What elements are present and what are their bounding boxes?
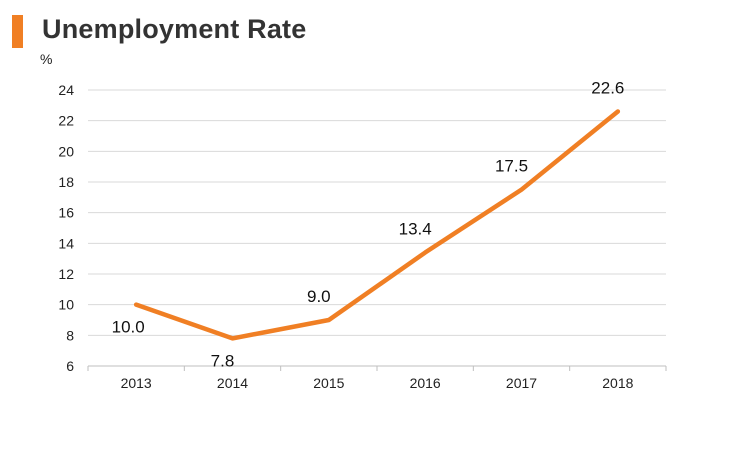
data-label: 7.8 [211,351,235,370]
y-tick-label: 12 [58,266,74,282]
data-label: 9.0 [307,287,331,306]
data-label: 22.6 [591,78,624,97]
y-tick-labels: 6 8 10 12 14 16 18 20 22 24 [58,82,74,374]
y-tick-label: 16 [58,205,74,221]
x-tick-label: 2016 [410,375,441,391]
title-accent-bar [12,15,23,48]
x-tick-labels: 2013 2014 2015 2016 2017 2018 [87,366,667,391]
data-label: 17.5 [495,157,528,176]
y-axis-unit: % [40,51,53,67]
data-labels: 10.0 7.8 9.0 13.4 17.5 22.6 [112,78,625,370]
y-tick-label: 18 [58,174,74,190]
y-tick-label: 20 [58,143,74,159]
chart-title: Unemployment Rate [42,14,307,44]
y-tick-label: 14 [58,235,74,251]
y-tick-label: 24 [58,82,74,98]
x-tick-label: 2015 [313,375,344,391]
x-tick-label: 2018 [602,375,633,391]
x-tick-label: 2014 [217,375,248,391]
y-tick-label: 10 [58,297,74,313]
x-tick-label: 2017 [506,375,537,391]
series-group [133,109,621,341]
data-label: 13.4 [399,220,432,239]
y-tick-label: 22 [58,113,74,129]
grid-lines [88,89,666,367]
y-tick-label: 8 [66,327,74,343]
y-tick-label: 6 [66,358,74,374]
x-tick-label: 2013 [121,375,152,391]
series-line [133,109,621,341]
data-label: 10.0 [112,318,145,337]
